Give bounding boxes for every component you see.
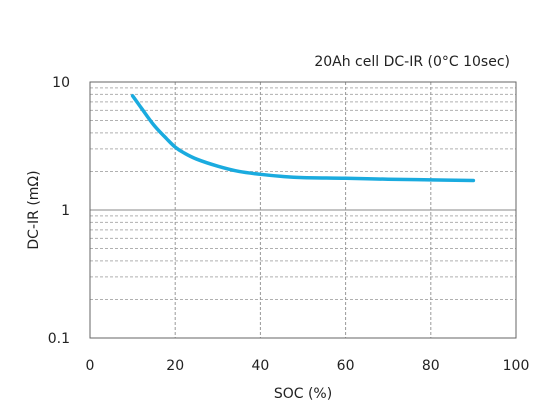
x-tick-label: 20 bbox=[166, 358, 184, 374]
y-axis-label: DC-IR (mΩ) bbox=[26, 170, 42, 249]
x-tick-label: 100 bbox=[503, 358, 530, 374]
minor-gridlines bbox=[90, 87, 516, 300]
x-axis-tick-labels: 0 20 40 60 80 100 bbox=[86, 358, 530, 374]
y-axis-tick-labels: 0.1 1 10 bbox=[48, 75, 70, 347]
x-axis-label: SOC (%) bbox=[274, 386, 332, 402]
dc-ir-series-line bbox=[130, 94, 476, 183]
y-tick-label: 0.1 bbox=[48, 331, 70, 347]
series-layer bbox=[130, 94, 476, 183]
y-tick-label: 10 bbox=[52, 75, 70, 91]
y-tick-label: 1 bbox=[61, 203, 70, 219]
x-tick-label: 80 bbox=[422, 358, 440, 374]
chart-title: 20Ah cell DC-IR (0°C 10sec) bbox=[314, 54, 510, 70]
x-tick-label: 40 bbox=[251, 358, 269, 374]
major-gridlines bbox=[90, 82, 516, 338]
x-tick-label: 0 bbox=[86, 358, 95, 374]
plot-area-frame bbox=[89, 81, 517, 339]
x-tick-label: 60 bbox=[337, 358, 355, 374]
